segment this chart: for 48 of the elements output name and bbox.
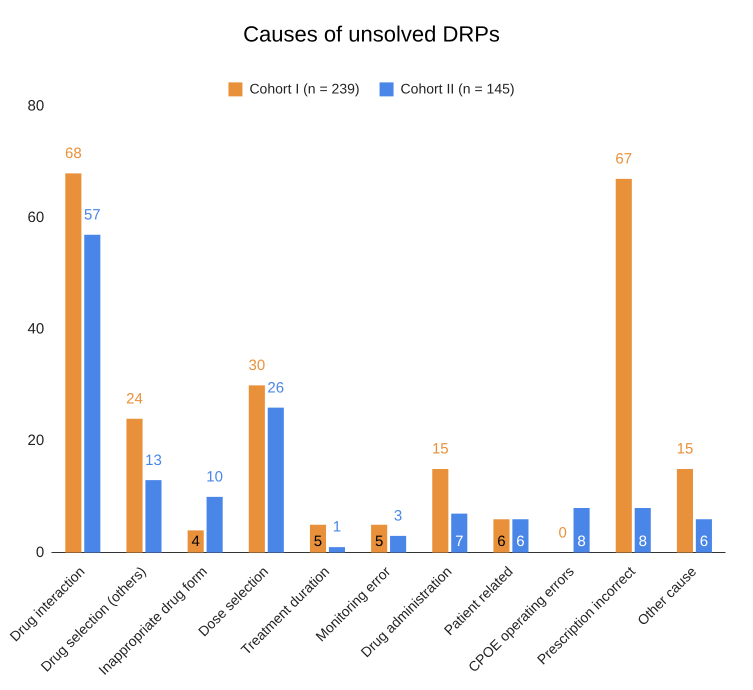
data-label: 7	[455, 532, 464, 550]
bar	[328, 547, 345, 553]
data-label: 10	[206, 468, 223, 486]
data-label: 26	[267, 379, 284, 396]
bar	[84, 234, 100, 553]
legend-label: Cohort I (n = 239)	[249, 80, 360, 96]
y-tick-label: 80	[28, 98, 44, 115]
chart-title: Causes of unsolved DRPs	[243, 21, 500, 46]
data-label: 0	[558, 524, 567, 542]
bar	[676, 468, 693, 553]
y-tick-label: 20	[28, 432, 44, 450]
bar	[616, 178, 632, 553]
data-label: 5	[374, 532, 384, 550]
data-label: 5	[314, 532, 322, 550]
bar	[206, 496, 223, 553]
data-label: 6	[700, 532, 708, 550]
bar	[390, 536, 406, 553]
data-label: 68	[65, 144, 82, 162]
bar	[145, 480, 162, 553]
data-label: 1	[332, 518, 342, 536]
data-label: 3	[394, 508, 402, 525]
data-label: 15	[432, 440, 449, 458]
data-label: 67	[615, 150, 632, 168]
data-label: 24	[126, 390, 143, 408]
data-label: 8	[638, 532, 647, 550]
bar	[268, 408, 284, 553]
data-label: 57	[84, 206, 101, 224]
bar	[634, 508, 651, 553]
bar	[696, 519, 712, 553]
bar	[248, 385, 265, 553]
bar	[574, 508, 590, 553]
legend-label: Cohort II (n = 145)	[400, 80, 515, 96]
bar	[432, 468, 448, 553]
bar	[493, 519, 510, 553]
y-tick-label: 40	[28, 320, 44, 338]
data-label: 13	[145, 452, 162, 469]
bar	[126, 418, 143, 553]
data-label: 8	[577, 532, 586, 550]
y-tick-label: 60	[28, 209, 44, 226]
data-label: 6	[516, 532, 525, 550]
data-label: 15	[676, 440, 694, 458]
y-tick-label: 0	[36, 544, 44, 561]
data-label: 4	[191, 532, 200, 550]
bar	[451, 514, 468, 553]
data-label: 30	[248, 356, 266, 374]
bar	[512, 519, 528, 553]
bar	[65, 173, 82, 553]
data-label: 6	[497, 532, 506, 550]
